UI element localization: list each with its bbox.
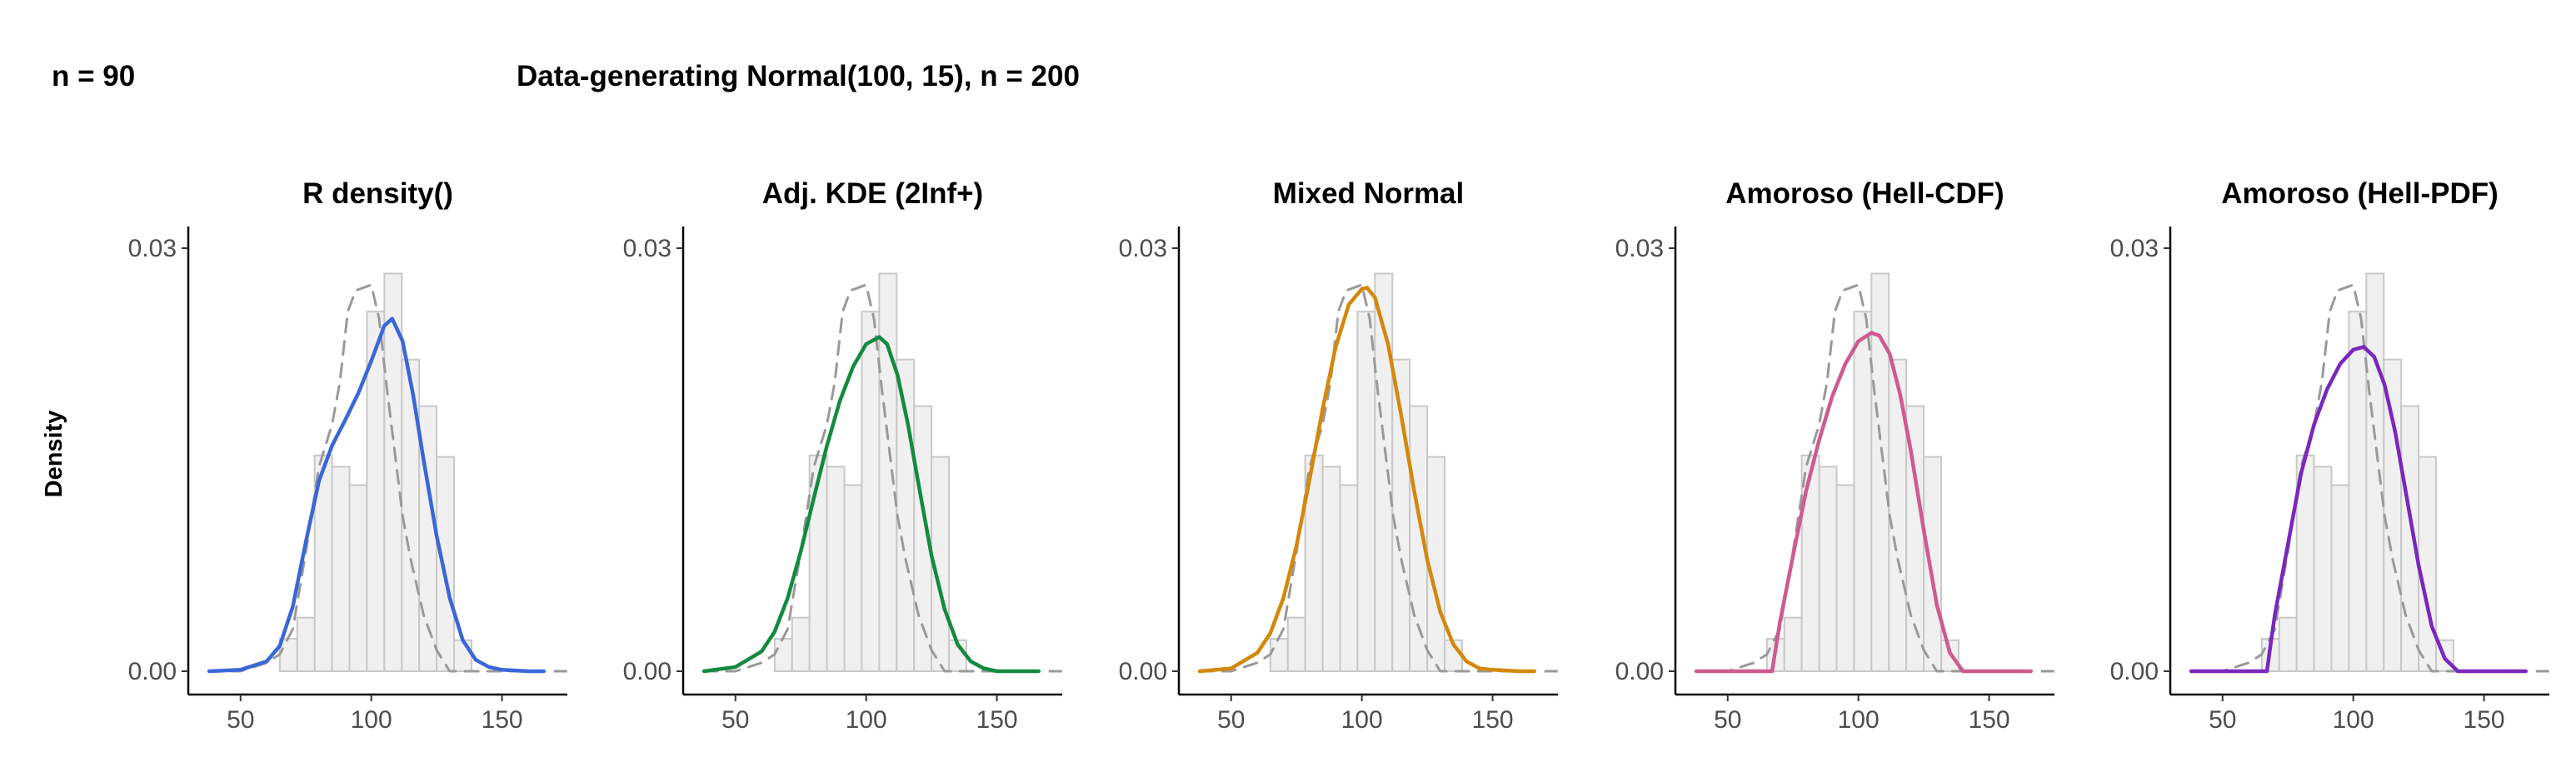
fitted-density-curve: [701, 335, 1041, 674]
histogram-bar: [296, 616, 316, 672]
panel-title: Amoroso (Hell-PDF): [2221, 177, 2499, 210]
panel-title: Amoroso (Hell-CDF): [1725, 177, 2004, 210]
x-tick-label: 150: [482, 706, 523, 734]
histogram-bar: [2330, 484, 2350, 672]
panel-1: R density() 0.00 0.03 50 100 150: [128, 177, 567, 734]
histogram-bars: [773, 272, 967, 673]
y-tick-label: 0.03: [1119, 235, 1167, 262]
y-tick-label: 0.00: [128, 658, 177, 685]
histogram-bar: [1321, 466, 1341, 673]
y-tick-label: 0.00: [623, 658, 671, 685]
y-axis-label: Density: [41, 411, 67, 498]
panel-title: R density(): [302, 177, 453, 210]
histogram-bar: [1835, 484, 1855, 672]
y-tick-label: 0.03: [1615, 235, 1664, 262]
histogram-bar: [1269, 638, 1289, 673]
histogram-bar: [2348, 311, 2368, 672]
x-tick-label: 50: [721, 706, 749, 734]
panel-title: Adj. KDE (2Inf+): [762, 177, 983, 210]
panel-4: Amoroso (Hell-CDF) 0.00 0.03 50 100 150: [1615, 177, 2054, 734]
histogram-bar: [436, 456, 456, 672]
true-density-curve: [1198, 283, 1536, 673]
x-tick-label: 150: [976, 706, 1018, 734]
histogram-bar: [1800, 454, 1820, 672]
histogram-bar: [2383, 358, 2403, 672]
true-density-curve: [2189, 283, 2528, 673]
true-density-curve: [702, 283, 1041, 673]
histogram-bar: [2365, 272, 2385, 672]
x-tick-label: 100: [1838, 706, 1880, 734]
histogram-bar: [878, 272, 898, 672]
sample-size-label: n = 90: [52, 60, 135, 92]
histogram-bars: [278, 272, 472, 673]
figure-title: Data-generating Normal(100, 15), n = 200: [517, 60, 1080, 92]
y-tick-label: 0.00: [1119, 658, 1167, 685]
x-tick-label: 100: [1341, 706, 1383, 734]
x-tick-label: 150: [2464, 706, 2505, 734]
histogram-bar: [453, 639, 472, 672]
histogram-bar: [2418, 456, 2438, 672]
panel-3: Mixed Normal 0.00 0.03 50 100 150: [1119, 177, 1558, 734]
histogram-bar: [2400, 405, 2420, 672]
histogram-bar: [1356, 311, 1376, 672]
histogram-bar: [931, 456, 951, 672]
x-tick-label: 50: [1217, 706, 1245, 734]
fitted-density-curve: [2189, 345, 2529, 674]
true-density-curve: [207, 283, 546, 673]
x-tick-label: 50: [2209, 706, 2236, 734]
histogram-bar: [843, 484, 863, 672]
panel-5: Amoroso (Hell-PDF) 0.00 0.03 50 100 150: [2110, 177, 2549, 734]
histogram-bars: [2260, 272, 2454, 673]
histogram-bar: [791, 616, 811, 672]
histogram-bar: [861, 311, 881, 672]
panel-2: Adj. KDE (2Inf+) 0.00 0.03 50 100 150: [623, 177, 1062, 734]
histogram-bar: [1783, 616, 1803, 672]
x-tick-label: 100: [351, 706, 392, 734]
fitted-density-curve: [1197, 286, 1537, 674]
histogram-bar: [773, 638, 793, 673]
histogram-bar: [1923, 456, 1943, 672]
histogram-bar: [348, 484, 368, 672]
histogram-bar: [2278, 616, 2298, 672]
x-tick-label: 100: [2333, 706, 2374, 734]
fitted-density-curve: [1694, 331, 2034, 674]
y-tick-label: 0.03: [623, 235, 671, 262]
y-tick-label: 0.03: [128, 235, 177, 262]
x-tick-label: 150: [1969, 706, 2010, 734]
y-tick-label: 0.00: [1615, 658, 1664, 685]
y-tick-label: 0.00: [2110, 658, 2159, 685]
x-tick-label: 150: [1472, 706, 1514, 734]
panel-title: Mixed Normal: [1273, 177, 1465, 210]
histogram-bar: [2313, 466, 2333, 673]
x-tick-label: 50: [1714, 706, 1741, 734]
histogram-bar: [1339, 484, 1359, 672]
histogram-bar: [1286, 616, 1306, 672]
x-tick-label: 50: [227, 706, 254, 734]
histogram-bar: [331, 466, 351, 673]
x-tick-label: 100: [846, 706, 887, 734]
histogram-bars: [1765, 272, 1959, 673]
histogram-bar: [826, 466, 846, 673]
fitted-density-curve: [207, 316, 547, 674]
histogram-bar: [1818, 466, 1838, 673]
histogram-bars: [1269, 272, 1463, 673]
histogram-bar: [1853, 311, 1873, 672]
y-tick-label: 0.03: [2110, 235, 2159, 262]
